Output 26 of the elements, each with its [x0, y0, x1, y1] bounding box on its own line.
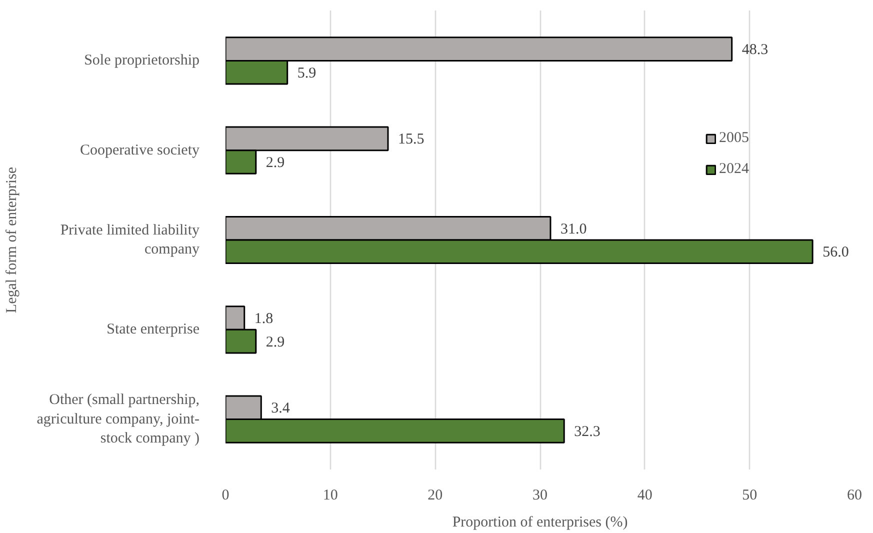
x-tick-label: 50 [742, 488, 758, 504]
x-tick-label: 0 [222, 488, 230, 504]
data-label: 2.9 [266, 334, 285, 350]
x-tick-label: 40 [637, 488, 652, 504]
data-label: 3.4 [271, 400, 290, 417]
legend-label: 2005 [719, 130, 749, 147]
data-label: 48.3 [742, 42, 768, 58]
data-label: 32.3 [574, 424, 600, 440]
y-tick-label: State enterprise [106, 322, 200, 338]
x-tick-label: 60 [847, 488, 862, 504]
x-axis-title: Proportion of enterprises (%) [452, 514, 628, 530]
data-label: 56.0 [822, 244, 849, 261]
data-label: 31.0 [560, 221, 587, 238]
x-tick-label: 20 [428, 488, 443, 504]
y-tick-label: Cooperative society [80, 142, 200, 158]
y-tick-label: Sole proprietorship [84, 52, 200, 69]
data-label: 2.9 [266, 155, 285, 172]
x-tick-label: 30 [532, 488, 548, 504]
data-label: 1.8 [254, 310, 274, 327]
y-axis-title: Legal form of enterprise [4, 166, 20, 314]
y-tick-label: Private limited liability company [60, 222, 200, 258]
data-label: 15.5 [398, 132, 424, 148]
y-tick-label: Other (small partnership, agriculture company, joint- stock company ) [36, 392, 200, 446]
data-label: 5.9 [297, 65, 316, 82]
x-tick-label: 10 [322, 488, 338, 504]
legend-label: 2024 [719, 161, 749, 178]
